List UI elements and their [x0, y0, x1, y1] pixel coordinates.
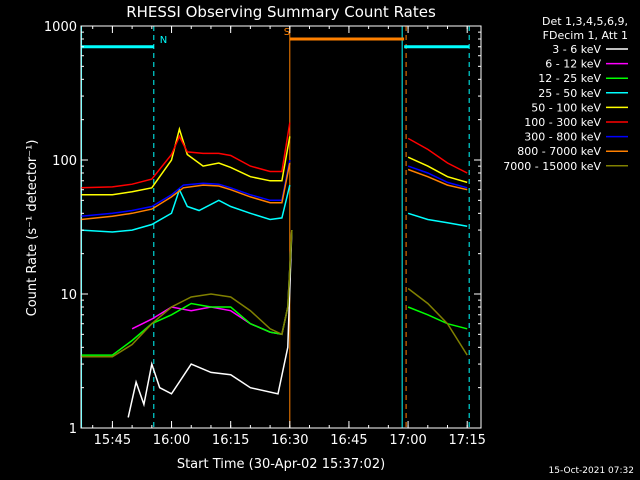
legend-entry-label: 300 - 800 keV: [524, 131, 601, 144]
series-line: [407, 156, 468, 184]
x-tick-label: 16:30: [271, 433, 308, 448]
series-line: [80, 184, 291, 233]
series-line: [131, 230, 293, 336]
plot-frame: [80, 25, 482, 429]
series-line: [407, 287, 468, 356]
series-line: [407, 137, 468, 174]
legend-entry-label: 100 - 300 keV: [524, 116, 601, 129]
legend-entry-label: 3 - 6 keV: [552, 43, 601, 56]
generation-timestamp: 15-Oct-2021 07:32: [548, 466, 634, 476]
x-tick-label: 15:45: [94, 433, 131, 448]
legend-entry-label: 50 - 100 keV: [531, 101, 601, 114]
legend-header: Det 1,3,4,5,6,9,: [542, 15, 628, 28]
x-tick-label: 16:00: [153, 433, 190, 448]
x-tick-label: 17:00: [389, 433, 426, 448]
series-layer: [80, 122, 468, 418]
flag-label: S: [284, 27, 290, 38]
y-axis-label: Count Rate (s⁻¹ detector⁻¹): [25, 140, 40, 317]
legend: Det 1,3,4,5,6,9,FDecim 1, Att 13 - 6 keV…: [503, 15, 628, 173]
series-line: [80, 159, 291, 218]
series-line: [81, 230, 293, 356]
legend-entry-label: 7000 - 15000 keV: [503, 160, 601, 173]
series-line: [81, 230, 293, 358]
flag-label: N: [160, 35, 167, 46]
series-line: [407, 168, 468, 191]
series-line: [81, 126, 291, 196]
x-axis-label: Start Time (30-Apr-02 15:37:02): [177, 457, 385, 472]
chart-title: RHESSI Observing Summary Count Rates: [126, 3, 436, 21]
y-tick-label: 1: [69, 422, 77, 437]
series-line: [127, 230, 293, 418]
annotations-layer: NS: [81, 26, 470, 428]
y-tick-label: 100: [52, 154, 77, 169]
legend-entry-label: 6 - 12 keV: [545, 58, 601, 71]
x-tick-label: 16:45: [330, 433, 367, 448]
legend-entry-label: 12 - 25 keV: [538, 72, 601, 85]
legend-header: FDecim 1, Att 1: [543, 29, 628, 42]
series-line: [80, 162, 291, 221]
series-line: [407, 306, 468, 330]
series-line: [80, 122, 291, 189]
x-tick-label: 16:15: [212, 433, 249, 448]
y-tick-label: 1000: [44, 20, 77, 35]
y-tick-label: 10: [60, 288, 77, 303]
series-line: [407, 165, 468, 189]
legend-entry-label: 800 - 7000 keV: [517, 145, 601, 158]
series-line: [407, 212, 468, 228]
legend-entry-label: 25 - 50 keV: [538, 87, 601, 100]
axes-layer: 15:45 16:00 16:15 16:30 16:45 17:00 17:15 1 10 10…: [44, 20, 486, 448]
x-tick-label: 17:15: [448, 433, 485, 448]
